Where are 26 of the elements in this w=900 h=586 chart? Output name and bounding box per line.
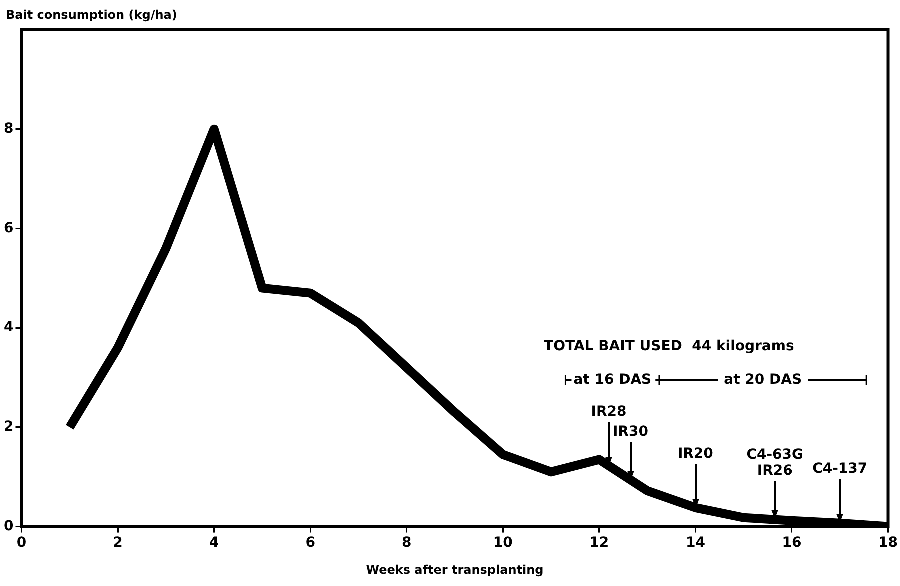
x-tick-label: 4 <box>209 534 220 551</box>
annotation: IR20 <box>678 446 714 462</box>
x-axis-title: Weeks after transplanting <box>366 562 544 577</box>
y-axis-title: Bait consumption (kg/ha) <box>6 8 178 22</box>
annotation: IR30 <box>612 424 648 440</box>
x-tick-label: 0 <box>16 534 27 551</box>
y-tick-label: 8 <box>4 121 14 137</box>
annotation: C4-63G <box>746 447 804 464</box>
x-tick-label: 6 <box>306 534 316 551</box>
annotation: at 16 DAS <box>574 372 652 388</box>
x-tick-label: 12 <box>590 534 610 551</box>
y-tick-label: 6 <box>4 220 14 236</box>
annotation: at 20 DAS <box>724 372 802 388</box>
x-tick-label: 8 <box>402 534 412 551</box>
x-tick-label: 2 <box>113 534 123 551</box>
y-tick-label: 2 <box>4 419 14 436</box>
annotation: IR28 <box>591 404 627 420</box>
x-tick-label: 16 <box>782 534 802 551</box>
annotation: TOTAL BAIT USED 44 kilograms <box>544 338 794 354</box>
x-tick-label: 14 <box>686 534 706 551</box>
x-tick-label: 10 <box>493 534 514 551</box>
y-tick-label: 4 <box>4 320 14 336</box>
annotation: IR26 <box>757 463 793 480</box>
y-tick-label: 0 <box>4 518 14 534</box>
annotation: C4-137 <box>812 461 868 478</box>
x-tick-label: 18 <box>878 534 898 551</box>
